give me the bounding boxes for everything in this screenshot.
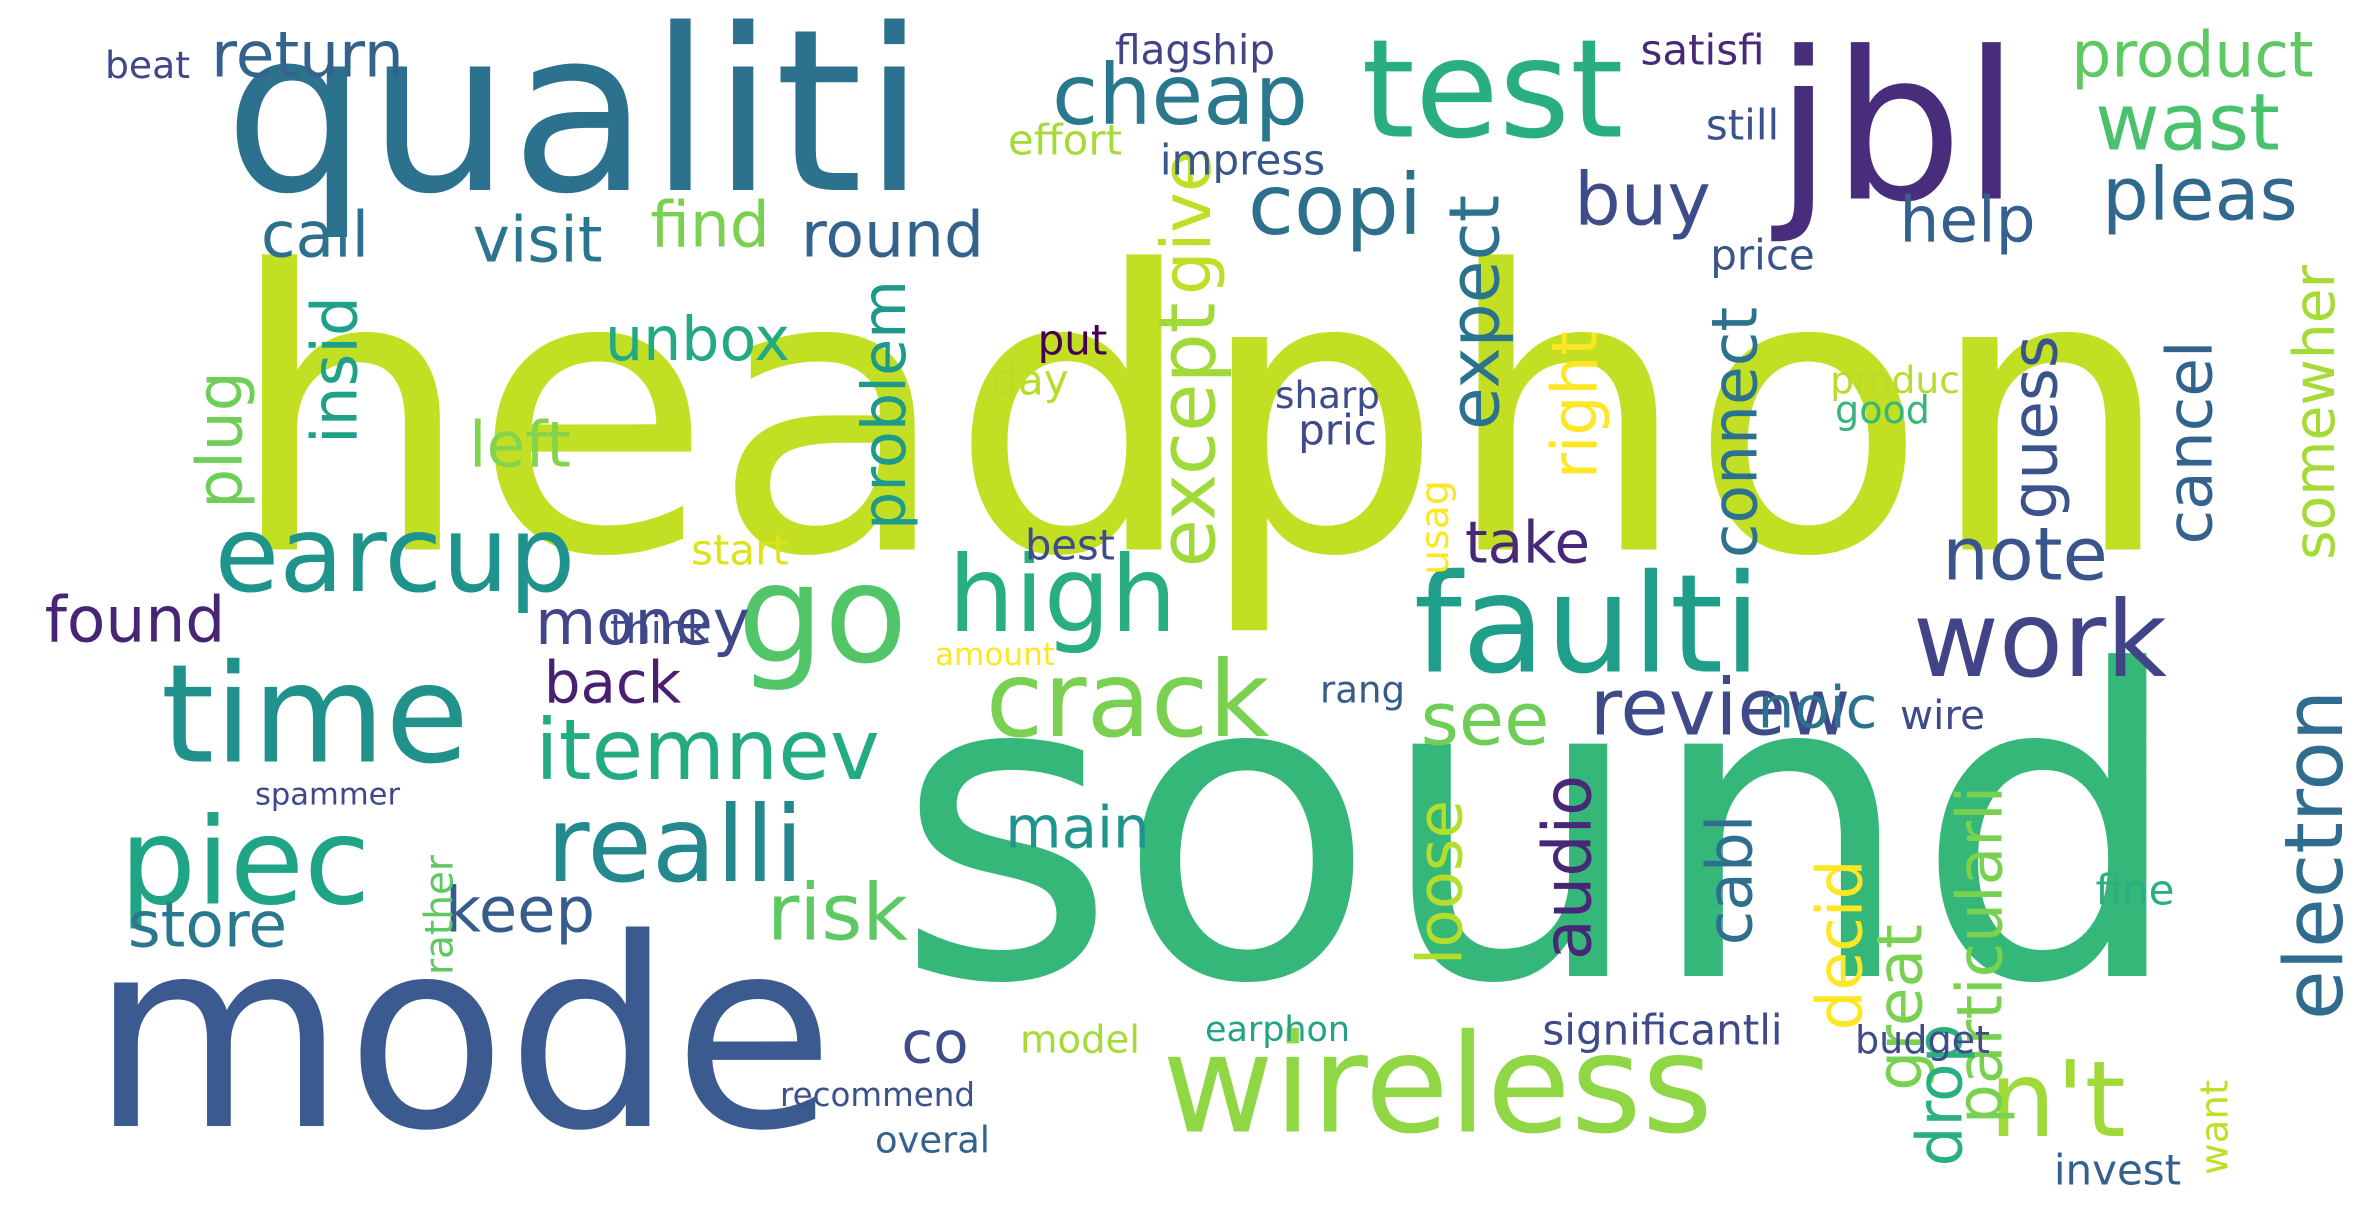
word-earcup: earcup (215, 494, 576, 616)
word-store: store (128, 889, 287, 962)
word-significantli: significantli (1542, 1006, 1782, 1055)
word-model: model (1020, 1018, 1140, 1063)
word-crack: crack (986, 639, 1270, 761)
word-wireless: wireless (1162, 1006, 1713, 1165)
word-recommend: recommend (780, 1076, 975, 1114)
word-particularli: particularli (1944, 786, 2017, 1124)
word-keep: keep (445, 874, 595, 947)
word-guess: guess (1999, 335, 2072, 519)
word-overal: overal (875, 1119, 990, 1162)
word-found: found (45, 584, 226, 657)
word-amount: amount (935, 637, 1055, 673)
word-money: money (535, 586, 750, 659)
word-visit: visit (473, 204, 603, 277)
word-co: co (901, 1009, 968, 1077)
word-product: product (2071, 19, 2313, 92)
word-put: put (1038, 316, 1108, 365)
word-sound: sound (895, 583, 2185, 1077)
word-noic: noic (1758, 674, 1878, 742)
word-main: main (1005, 794, 1149, 862)
word-qualiti: qualiti (224, 0, 926, 244)
word-rang: rang (1320, 669, 1405, 712)
word-help: help (1899, 184, 2035, 257)
word-fine: fine (2096, 866, 2175, 915)
word-realli: realli (546, 784, 803, 906)
word-plug: plug (184, 371, 257, 508)
word-spammer: spammer (255, 778, 401, 813)
word-cabl: cabl (1694, 815, 1767, 946)
word-rather: rather (418, 854, 463, 975)
word-connect: connect (1699, 307, 1772, 558)
word-review: review (1590, 662, 1851, 754)
word-unbox: unbox (605, 305, 790, 375)
word-still: still (1706, 101, 1779, 150)
word-drop: drop (1904, 1023, 1977, 1166)
word-pleas: pleas (2102, 153, 2298, 238)
word-somewher: somewher (2282, 264, 2348, 559)
word-cheap: cheap (1052, 46, 1308, 144)
word-buy: buy (1574, 158, 1711, 243)
word-beat: beat (105, 43, 190, 87)
word-time: time (161, 636, 469, 795)
word-effort: effort (1008, 116, 1122, 165)
word-flagship: flagship (1115, 26, 1275, 74)
word-budget: budget (1855, 1018, 1990, 1062)
word-back: back (544, 649, 682, 717)
word-test: test (1361, 11, 1623, 170)
word-sharp: sharp (1275, 373, 1380, 417)
word-problem: problem (850, 280, 920, 530)
word-electron: electron (2268, 690, 2362, 1020)
word-left: left (469, 409, 571, 482)
word-start: start (691, 526, 789, 575)
word-copi: copi (1248, 156, 1422, 254)
word-note: note (1942, 513, 2108, 598)
word-give: give (1148, 150, 1227, 295)
word-good: good (1835, 388, 1930, 432)
word-price: price (1710, 231, 1815, 280)
word-faulti: faulti (1414, 546, 1762, 705)
word-audio: audio (1529, 775, 1607, 960)
word-n-t: n't (1989, 1039, 2126, 1161)
word-work: work (1913, 579, 2167, 701)
word-wast: wast (2095, 77, 2280, 169)
word-piec: piec (120, 793, 371, 933)
word-call: call (261, 199, 369, 272)
word-see: see (1421, 678, 1550, 763)
word-day: day (991, 356, 1068, 405)
word-return: return (211, 19, 404, 92)
word-think: think (610, 607, 710, 653)
word-best: best (1025, 521, 1115, 570)
word-jbl: jbl (1771, 8, 2020, 248)
word-satisfi: satisfi (1640, 26, 1764, 75)
word-except: except (1142, 302, 1234, 567)
word-want: want (2193, 1080, 2238, 1175)
word-decid: decid (1804, 860, 1877, 1031)
word-find: find (650, 189, 770, 262)
word-mode: mode (90, 882, 834, 1188)
word-great: great (1864, 924, 1937, 1091)
word-wire: wire (1900, 691, 1985, 739)
word-take: take (1465, 509, 1590, 577)
word-expect: expect (1435, 195, 1516, 430)
word-produc: produc (1830, 358, 1960, 402)
word-loose: loose (1404, 800, 1477, 965)
word-go: go (737, 536, 907, 695)
word-earphon: earphon (1205, 1010, 1350, 1050)
word-round: round (801, 199, 984, 272)
word-usag: usag (1412, 480, 1458, 575)
word-itemnev: itemnev (535, 701, 879, 799)
word-insid: insid (299, 296, 372, 444)
word-high: high (948, 534, 1177, 656)
word-cancel: cancel (2154, 340, 2227, 544)
word-impress: impress (1160, 136, 1325, 185)
word-pric: pric (1298, 406, 1377, 455)
word-invest: invest (2054, 1146, 2181, 1195)
word-right: right (1539, 331, 1612, 479)
word-headphon: headphon (227, 189, 2174, 642)
word-risk: risk (767, 867, 908, 959)
